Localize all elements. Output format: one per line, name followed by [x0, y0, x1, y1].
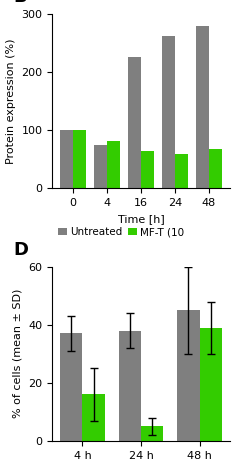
Y-axis label: % of cells (mean ± SD): % of cells (mean ± SD)	[13, 289, 23, 419]
Bar	[60, 130, 73, 188]
Bar	[175, 154, 188, 188]
Bar	[60, 333, 82, 441]
X-axis label: Time [h]: Time [h]	[118, 214, 164, 224]
Bar	[141, 151, 154, 188]
Text: B: B	[13, 0, 27, 6]
Bar	[82, 394, 105, 441]
Bar	[209, 149, 222, 188]
Bar	[128, 56, 141, 188]
Bar	[196, 26, 209, 188]
Bar	[162, 36, 175, 188]
Bar	[141, 426, 163, 441]
Bar	[200, 328, 222, 441]
Y-axis label: Protein expression (%): Protein expression (%)	[6, 38, 16, 164]
Bar	[73, 130, 86, 188]
Bar	[94, 145, 107, 188]
Bar	[177, 310, 200, 441]
Text: D: D	[13, 241, 28, 259]
Bar	[119, 330, 141, 441]
Bar	[107, 141, 120, 188]
Legend: Untreated, MF-T (10: Untreated, MF-T (10	[54, 223, 189, 241]
